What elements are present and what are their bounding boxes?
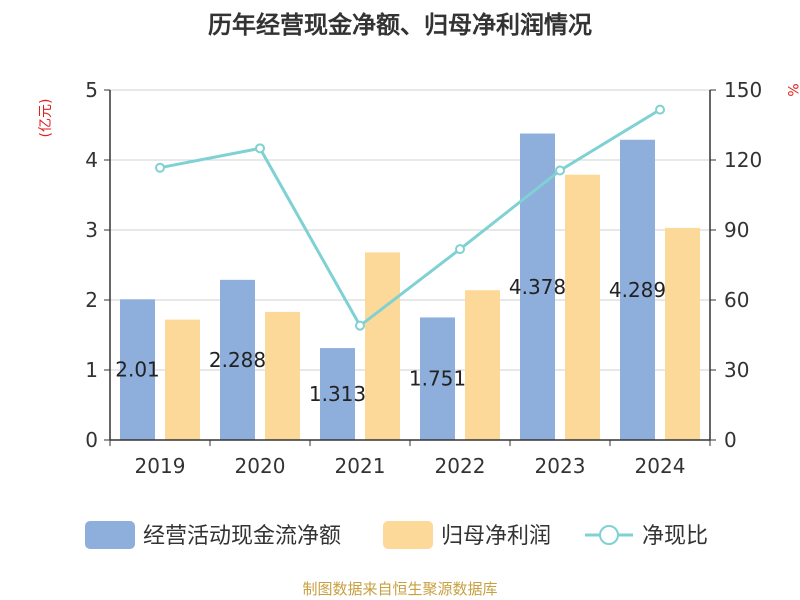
bar-cash-flow bbox=[520, 133, 555, 441]
y-right-tick-label: 90 bbox=[724, 218, 749, 242]
legend-label-ratio: 净现比 bbox=[642, 524, 708, 549]
y-left-tick-label: 4 bbox=[85, 148, 98, 172]
bar-data-label: 4.378 bbox=[509, 275, 566, 299]
bar-data-label: 2.01 bbox=[115, 358, 160, 382]
grid-lines bbox=[110, 89, 710, 371]
bar-data-label: 1.313 bbox=[309, 382, 366, 406]
legend-swatch-net-profit bbox=[383, 521, 433, 549]
bar-data-label: 1.751 bbox=[409, 367, 466, 391]
x-tick-label: 2019 bbox=[135, 454, 186, 478]
bar-cash-flow bbox=[120, 299, 155, 440]
bar-cash-flow bbox=[320, 348, 355, 440]
line-point bbox=[355, 320, 365, 331]
y-left-tick-label: 3 bbox=[85, 218, 98, 242]
y-axis-right-label: % bbox=[784, 83, 800, 96]
line-series bbox=[155, 104, 665, 331]
x-tick-label: 2022 bbox=[435, 454, 486, 478]
bar-series bbox=[120, 133, 700, 441]
y-left-tick-label: 2 bbox=[85, 288, 98, 312]
y-axis-left-label: (亿元) bbox=[38, 99, 54, 138]
legend-swatch-marker bbox=[599, 525, 619, 545]
y-left-tick-label: 5 bbox=[85, 78, 98, 102]
y-right-tick-label: 150 bbox=[724, 78, 762, 102]
x-tick-label: 2021 bbox=[335, 454, 386, 478]
y-right-tick-label: 60 bbox=[724, 288, 749, 312]
y-left-tick-label: 0 bbox=[85, 428, 98, 452]
line-point bbox=[555, 165, 565, 176]
source-note: 制图数据来自恒生聚源数据库 bbox=[302, 580, 497, 598]
y-right-tick-label: 30 bbox=[724, 358, 749, 382]
line-point bbox=[655, 104, 665, 115]
bar-cash-flow bbox=[220, 279, 255, 440]
bar-cash-flow bbox=[620, 139, 655, 440]
x-tick-label: 2020 bbox=[235, 454, 286, 478]
x-tick-label: 2024 bbox=[635, 454, 686, 478]
bar-data-label: 2.288 bbox=[209, 348, 266, 372]
bar-data-labels: 2.01 2.288 1.313 1.751 4.378 4.289 bbox=[115, 275, 666, 406]
x-tick-label: 2023 bbox=[535, 454, 586, 478]
bar-data-label: 4.289 bbox=[609, 278, 666, 302]
bar-cash-flow bbox=[420, 317, 455, 440]
legend-label-net-profit: 归母净利润 bbox=[441, 524, 551, 549]
legend-label-cash-flow: 经营活动现金流净额 bbox=[143, 524, 341, 549]
bar-net-profit bbox=[565, 174, 600, 440]
y-left-tick-label: 1 bbox=[85, 358, 98, 382]
chart-title: 历年经营现金净额、归母净利润情况 bbox=[208, 11, 592, 39]
axes: 0 1 2 3 4 5 0 30 60 90 120 150 2019 2020 2021 2022 2023 2… bbox=[85, 78, 762, 478]
bar-net-profit bbox=[365, 252, 400, 440]
y-right-tick-label: 0 bbox=[724, 428, 737, 452]
line-point bbox=[255, 143, 265, 154]
bar-net-profit bbox=[465, 290, 500, 440]
line-net-cash-ratio bbox=[159, 108, 661, 328]
bar-net-profit bbox=[165, 319, 200, 440]
y-right-tick-label: 120 bbox=[724, 148, 762, 172]
line-point bbox=[155, 162, 165, 173]
line-point bbox=[455, 244, 465, 255]
bar-net-profit bbox=[265, 311, 300, 440]
legend-swatch-cash-flow bbox=[85, 521, 135, 549]
bar-net-profit bbox=[665, 227, 700, 440]
legend: 经营活动现金流净额 归母净利润 净现比 bbox=[85, 521, 708, 549]
